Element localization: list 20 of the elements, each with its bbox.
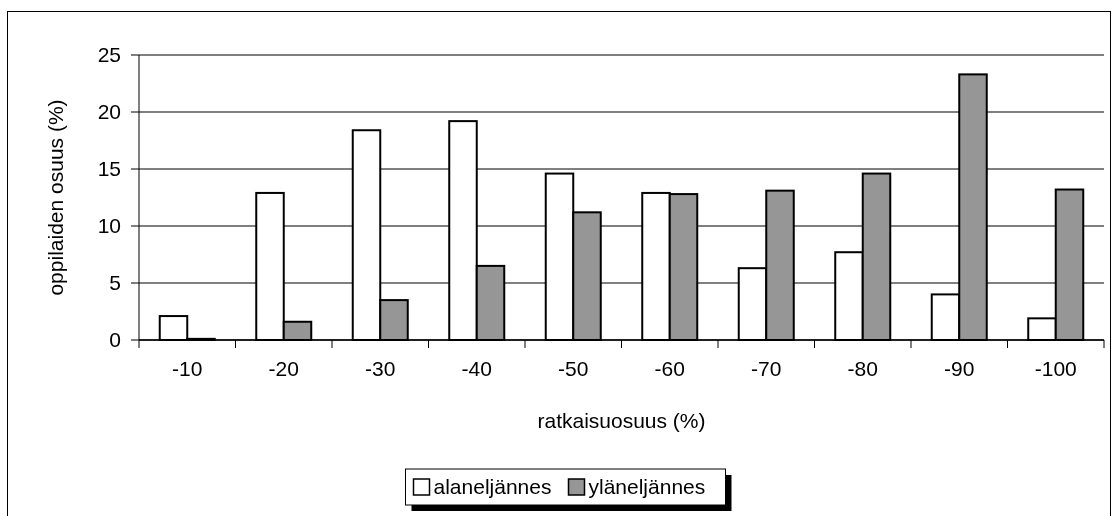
x-tick-label: -30 <box>365 357 396 380</box>
x-tick-label: -20 <box>268 357 299 380</box>
y-tick-label: 15 <box>97 157 121 181</box>
x-axis-title: ratkaisuosuus (%) <box>537 409 706 432</box>
y-axis-title: oppilaiden osuus (%) <box>44 99 67 296</box>
x-tick-label: -80 <box>847 357 878 380</box>
x-tick-label: -10 <box>172 357 203 380</box>
x-tick-label: -50 <box>558 357 589 380</box>
x-tick-label: -60 <box>654 357 685 380</box>
x-tick-label: -90 <box>944 357 975 380</box>
y-tick-label: 10 <box>97 214 121 238</box>
y-tick-label: 20 <box>97 100 121 124</box>
x-tick-label: -70 <box>751 357 782 380</box>
y-tick-label: 0 <box>109 328 121 352</box>
x-tick-label: -40 <box>461 357 492 380</box>
x-tick-label: -100 <box>1034 357 1077 380</box>
legend-label: alaneljännes <box>433 475 552 498</box>
y-tick-label: 25 <box>97 43 121 67</box>
y-tick-label: 5 <box>109 271 121 295</box>
legend-label: yläneljännes <box>588 475 706 498</box>
